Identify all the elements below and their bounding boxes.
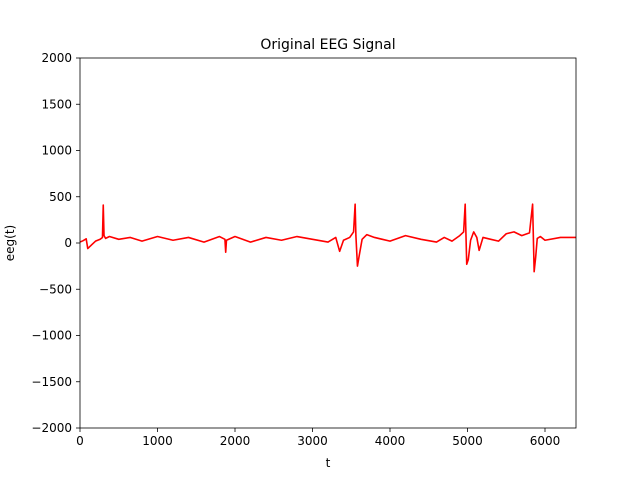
x-tick-label: 3000 [297, 434, 328, 448]
y-tick-label: 500 [49, 190, 72, 204]
eeg-series-line-0 [79, 203, 576, 273]
x-tick-label: 4000 [375, 434, 406, 448]
x-tick-label: 6000 [530, 434, 561, 448]
x-axis-ticks: 0 1000 2000 3000 4000 5000 6000 [76, 428, 560, 448]
y-tick-label: −1500 [31, 375, 72, 389]
y-tick-label: −500 [39, 282, 72, 296]
x-tick-label: 2000 [220, 434, 251, 448]
series-layer [79, 203, 576, 273]
x-tick-label: 1000 [142, 434, 173, 448]
y-axis-label: eeg(t) [3, 225, 17, 261]
x-tick-label: 0 [76, 434, 84, 448]
plot-frame [79, 57, 577, 429]
x-tick-label: 5000 [452, 434, 483, 448]
chart-title: Original EEG Signal [260, 37, 395, 53]
y-tick-label: −2000 [31, 421, 72, 435]
y-tick-label: −1000 [31, 329, 72, 343]
y-axis-ticks: −2000 −1500 −1000 −500 0 500 1000 1500 2000 [31, 51, 80, 435]
y-tick-label: 1500 [41, 97, 72, 111]
y-tick-label: 2000 [41, 51, 72, 65]
y-tick-label: 1000 [41, 144, 72, 158]
y-tick-label: 0 [64, 236, 72, 250]
x-axis-label: t [326, 456, 331, 470]
